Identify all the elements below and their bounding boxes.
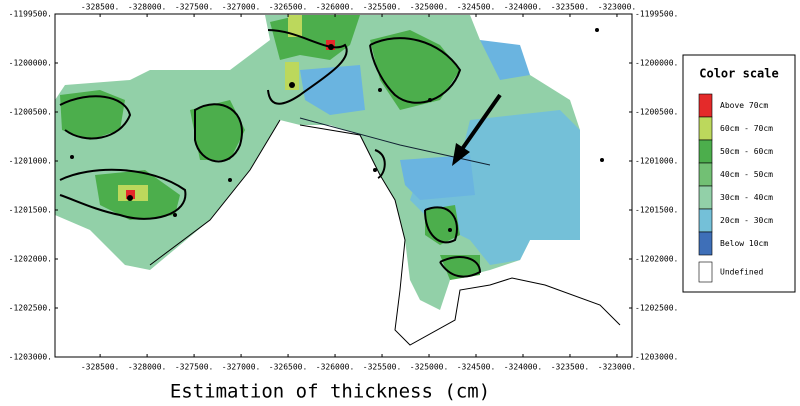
y-tick-label: -1202500.	[635, 304, 678, 313]
map-layer	[55, 15, 621, 346]
region	[190, 100, 245, 160]
x-tick-label: -323500.	[551, 3, 590, 12]
legend-label: 50cm - 60cm	[720, 147, 773, 156]
contour	[59, 168, 187, 220]
legend-label: Undefined	[720, 268, 764, 277]
legend-label: 20cm - 30cm	[720, 216, 773, 225]
arrow	[458, 93, 502, 154]
region	[400, 155, 475, 200]
sample	[600, 158, 604, 162]
region	[480, 40, 530, 80]
contour	[374, 149, 386, 179]
y-tick-label: -1202500.	[9, 304, 52, 313]
coastline	[149, 119, 281, 266]
x-tick-label: -324500.	[457, 363, 496, 372]
x-tick-label: -328000.	[128, 363, 167, 372]
sample	[428, 98, 432, 102]
legend-swatch	[698, 116, 713, 141]
x-tick-label: -323000.	[598, 3, 637, 12]
sample	[448, 228, 452, 232]
sample	[70, 155, 74, 159]
x-tick-label: -323000.	[598, 363, 637, 372]
legend-swatch	[698, 162, 713, 187]
y-tick-label: -1203000.	[635, 353, 678, 362]
contour	[59, 95, 132, 140]
legend-label: 30cm - 40cm	[720, 193, 773, 202]
y-tick-label: -1201500.	[9, 206, 52, 215]
contours	[59, 29, 482, 278]
arrow-head	[452, 143, 470, 166]
x-tick-label: -325000.	[410, 3, 449, 12]
x-tick-label: -326500.	[269, 363, 308, 372]
x-tick-label: -323500.	[551, 363, 590, 372]
x-tick-label: -325500.	[363, 3, 402, 12]
sample	[289, 82, 295, 88]
legend-label: Below 10cm	[720, 239, 768, 248]
region	[60, 90, 125, 140]
sample	[378, 88, 382, 92]
legend-title: Color scale	[699, 67, 778, 81]
y-tick-label: -1200000.	[635, 59, 678, 68]
coastline	[299, 124, 621, 346]
legend-swatch	[698, 208, 713, 233]
contour	[267, 29, 348, 105]
y-tick-label: -1203000.	[9, 353, 52, 362]
legend-swatch	[698, 93, 713, 118]
y-tick-label: -1201500.	[635, 206, 678, 215]
x-tick-label: -324000.	[504, 3, 543, 12]
region	[285, 62, 299, 90]
chart-title: Estimation of thickness (cm)	[170, 381, 490, 403]
y-tick-label: -1199500.	[635, 10, 678, 19]
region	[425, 205, 460, 245]
region	[300, 65, 365, 115]
sample	[373, 168, 377, 172]
contour	[194, 103, 243, 163]
y-tick-label: -1201000.	[9, 157, 52, 166]
sample	[127, 195, 133, 201]
legend-label: 40cm - 50cm	[720, 170, 773, 179]
legend-swatch	[698, 231, 713, 256]
legend-swatch	[698, 261, 713, 283]
plot-frame	[54, 13, 633, 358]
sample	[595, 28, 599, 32]
sample	[328, 44, 334, 50]
y-tick-label: -1200500.	[635, 108, 678, 117]
y-tick-label: -1202000.	[635, 255, 678, 264]
x-tick-label: -327000.	[222, 363, 261, 372]
x-tick-label: -328500.	[81, 3, 120, 12]
x-tick-label: -325000.	[410, 363, 449, 372]
sample	[228, 178, 232, 182]
legend-swatch	[698, 139, 713, 164]
region	[288, 15, 302, 37]
x-tick-label: -327500.	[175, 3, 214, 12]
contour	[369, 37, 462, 104]
x-tick-label: -328500.	[81, 363, 120, 372]
x-tick-label: -326000.	[316, 3, 355, 12]
contour	[424, 206, 458, 244]
y-tick-label: -1201000.	[635, 157, 678, 166]
sample	[173, 213, 177, 217]
contour	[439, 256, 482, 278]
x-tick-label: -325500.	[363, 363, 402, 372]
x-tick-label: -327000.	[222, 3, 261, 12]
region	[126, 190, 135, 199]
y-tick-label: -1200500.	[9, 108, 52, 117]
x-tick-label: -324000.	[504, 363, 543, 372]
samples	[70, 28, 604, 232]
y-tick-label: -1200000.	[9, 59, 52, 68]
y-tick-label: -1202000.	[9, 255, 52, 264]
x-tick-label: -326000.	[316, 363, 355, 372]
legend-label: 60cm - 70cm	[720, 124, 773, 133]
x-tick-label: -324500.	[457, 3, 496, 12]
legend-label: Above 70cm	[720, 101, 768, 110]
x-tick-label: -326500.	[269, 3, 308, 12]
x-tick-label: -327500.	[175, 363, 214, 372]
y-tick-label: -1199500.	[9, 10, 52, 19]
region	[370, 30, 460, 110]
legend-swatch	[698, 185, 713, 210]
x-tick-label: -328000.	[128, 3, 167, 12]
